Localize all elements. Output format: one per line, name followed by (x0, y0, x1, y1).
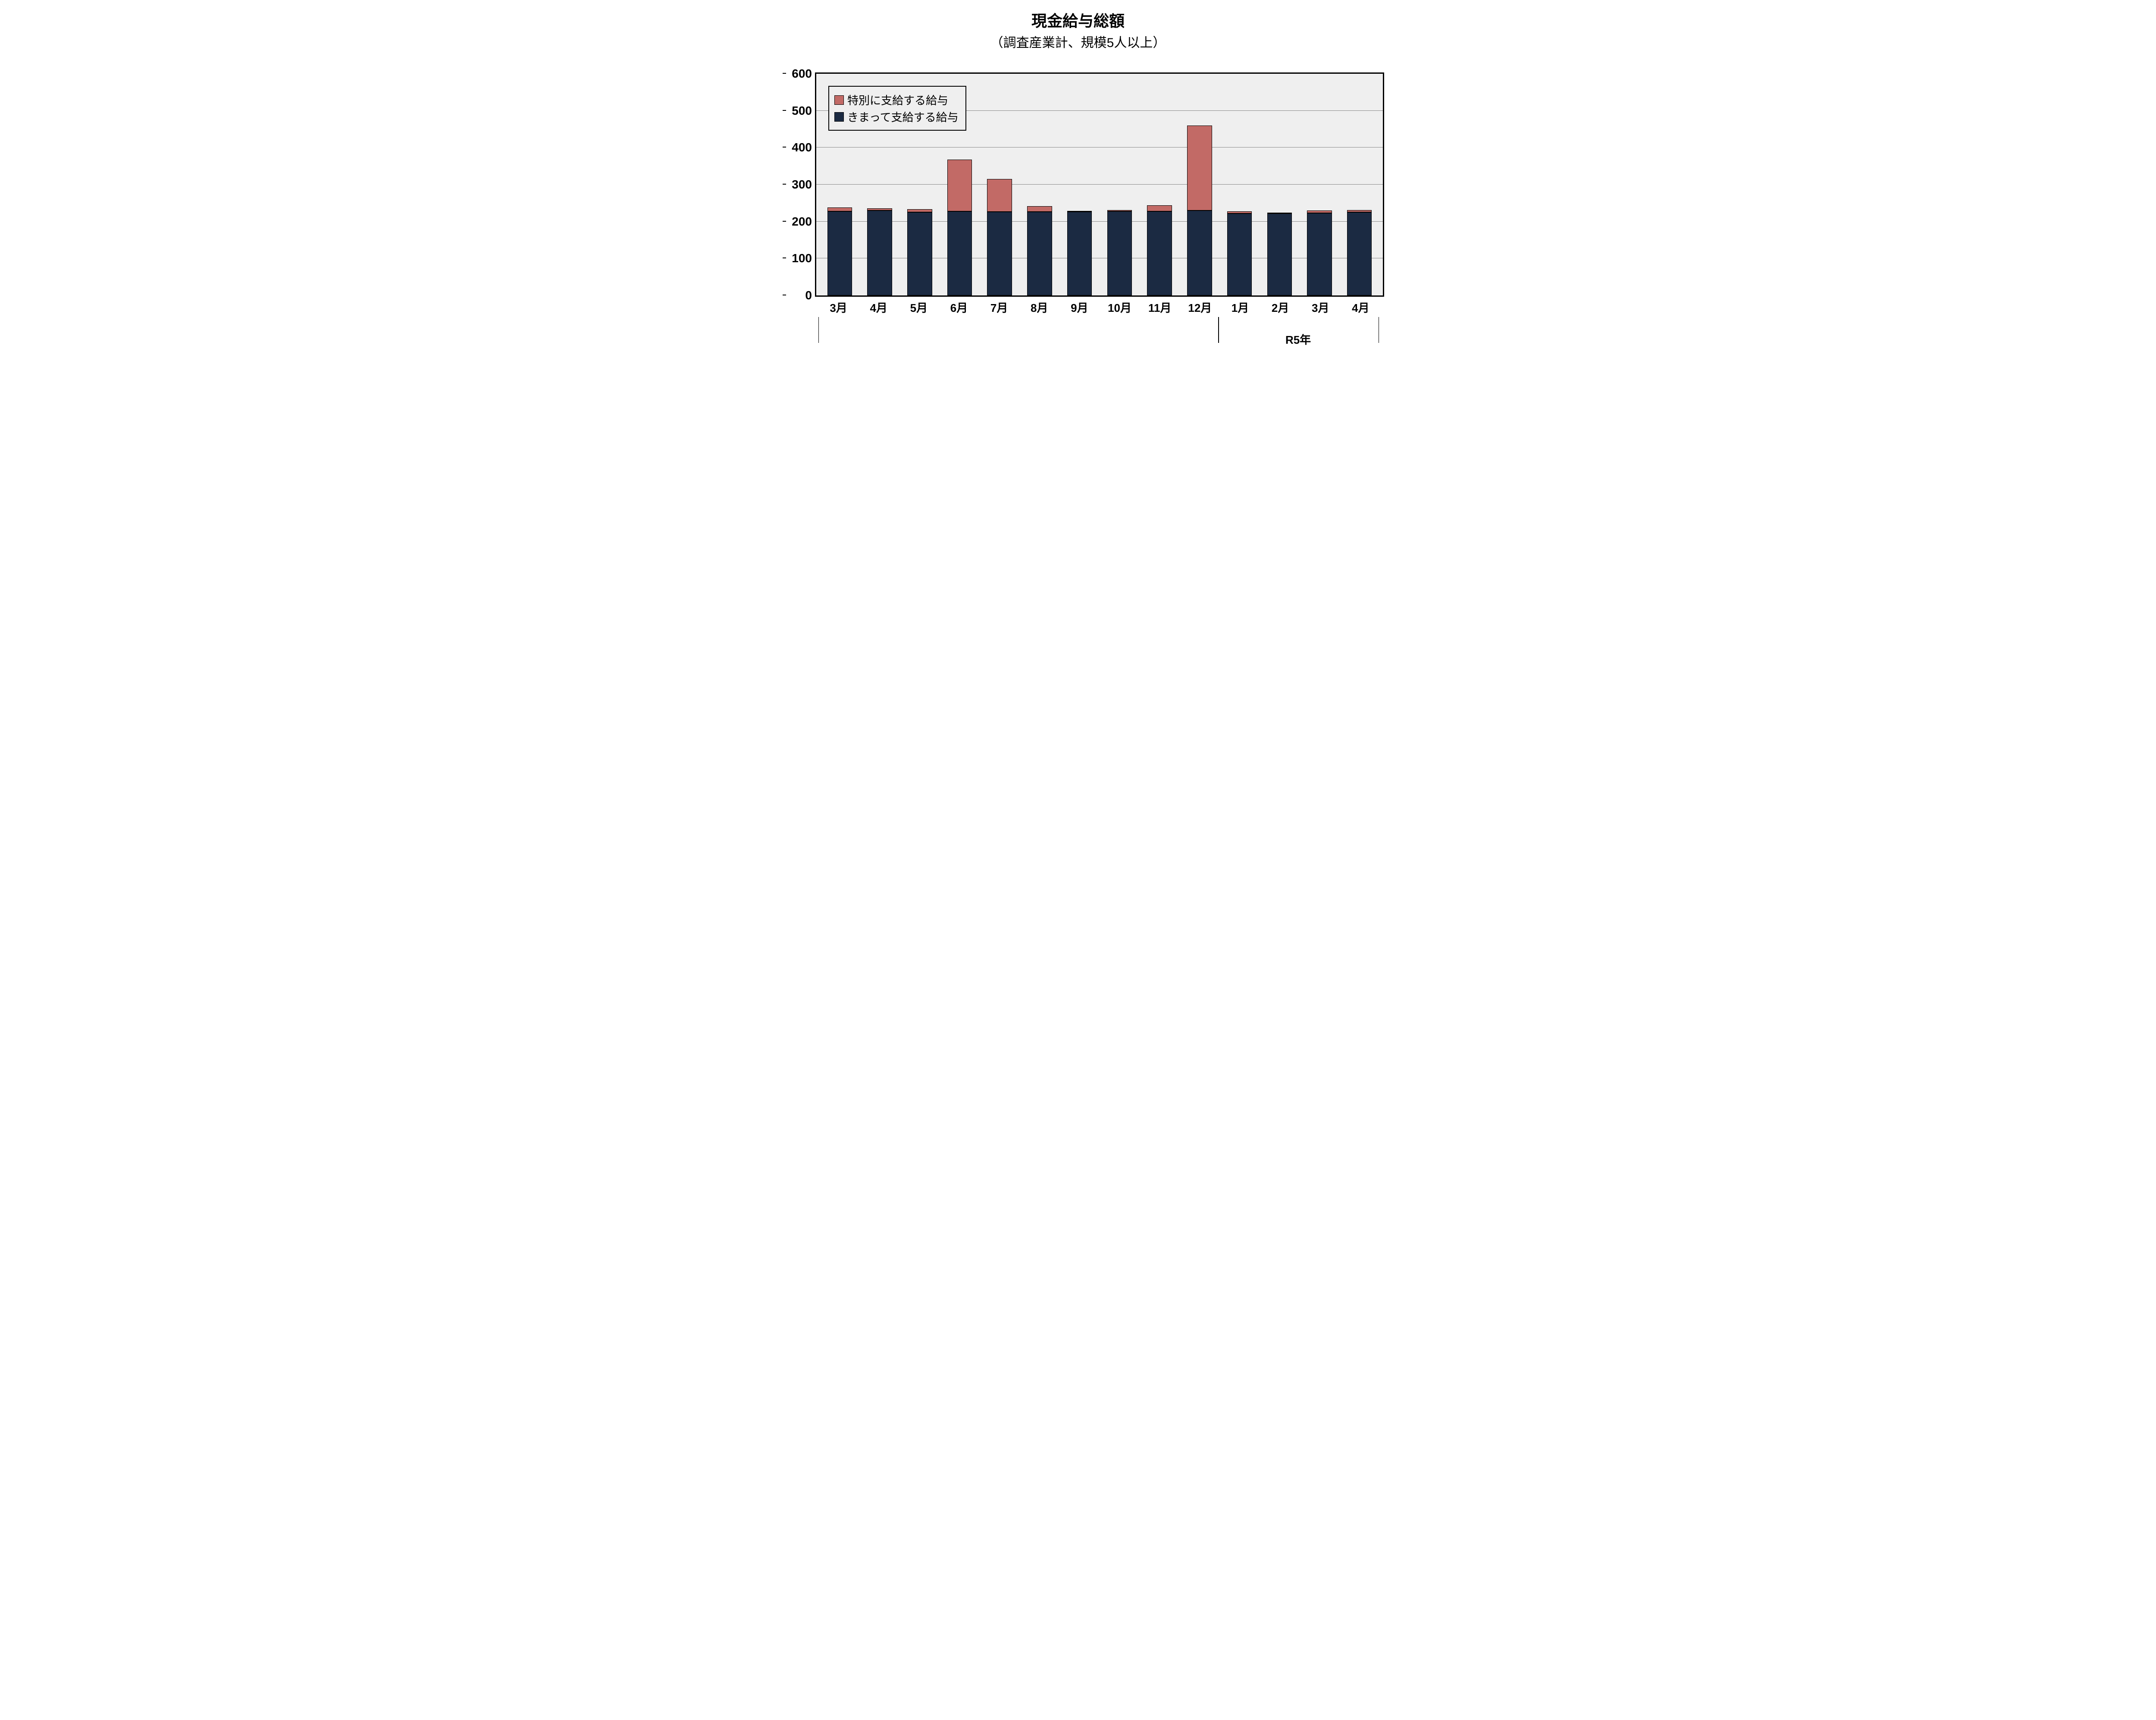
x-tick-label: 2月 (1260, 297, 1300, 315)
bar-segment-regular (907, 212, 932, 295)
x-tick-label: 1月 (1220, 297, 1260, 315)
bar-segment-special (1187, 126, 1212, 210)
bar (1227, 211, 1252, 295)
y-tick-mark (783, 221, 786, 222)
bar-segment-regular (1067, 212, 1092, 295)
bar-segment-regular (1267, 213, 1292, 295)
bar-segment-regular (1227, 213, 1252, 295)
bar-segment-regular (867, 210, 892, 295)
x-tick-label: 5月 (899, 297, 939, 315)
x-tick-label: 3月 (1300, 297, 1341, 315)
bar-slot (1300, 74, 1340, 295)
chart-subtitle: （調査産業計、規模5人以上） (772, 32, 1384, 51)
y-tick-label: 500 (786, 104, 812, 118)
bar-segment-regular (1027, 212, 1052, 295)
y-tick-mark (783, 110, 786, 111)
x-secondary-label: R5年 (1218, 331, 1378, 347)
x-ticks: 3月4月5月6月7月8月9月10月11月12月1月2月3月4月 (815, 297, 1384, 315)
bar (1067, 211, 1092, 295)
bar (867, 208, 892, 295)
x-secondary-axis: R5年 (815, 317, 1384, 347)
y-ticks: 0100200300400500600 (786, 74, 812, 295)
title-block: 現金給与総額 （調査産業計、規模5人以上） (772, 9, 1384, 51)
bar-segment-special (987, 179, 1012, 211)
x-tick-label: 11月 (1140, 297, 1180, 315)
y-tick-mark (783, 257, 786, 258)
x-tick-label: 12月 (1180, 297, 1220, 315)
chart-container: 現金給与総額 （調査産業計、規模5人以上） 千円 特別に支給する給与 きまって支… (772, 9, 1384, 347)
x-tick-label: 6月 (939, 297, 979, 315)
bar (1147, 205, 1172, 295)
bar (987, 179, 1012, 295)
x-tick-label: 4月 (859, 297, 899, 315)
bar (1307, 210, 1332, 295)
legend-swatch-special (834, 95, 844, 105)
bar-slot (1100, 74, 1140, 295)
bar-slot (1339, 74, 1379, 295)
x-tick-label: 10月 (1100, 297, 1140, 315)
y-tick-mark (783, 147, 786, 148)
x-secondary-bracket (818, 317, 1219, 343)
x-tick-label: 4月 (1341, 297, 1381, 315)
bar-segment-regular (1107, 211, 1132, 295)
bar-segment-regular (1307, 213, 1332, 295)
bar-segment-regular (827, 211, 852, 295)
bar-segment-regular (1147, 211, 1172, 295)
bar-segment-special (947, 160, 972, 211)
bar-slot (1219, 74, 1260, 295)
bar (1347, 210, 1372, 295)
bar-slot (1020, 74, 1060, 295)
x-tick-label: 8月 (1019, 297, 1059, 315)
bar-slot (1260, 74, 1300, 295)
x-tick-label: 7月 (979, 297, 1019, 315)
legend-item-regular: きまって支給する給与 (834, 109, 959, 125)
plot-wrapper: 千円 特別に支給する給与 きまって支給する給与 0100200300400500… (815, 72, 1384, 347)
bar-segment-special (1027, 206, 1052, 212)
bar-segment-regular (1187, 210, 1212, 295)
y-tick-label: 0 (786, 289, 812, 302)
bar (907, 209, 932, 295)
y-tick-label: 600 (786, 67, 812, 81)
bar (1027, 206, 1052, 295)
chart-title: 現金給与総額 (772, 9, 1384, 31)
y-tick-label: 300 (786, 178, 812, 191)
bar-slot (980, 74, 1020, 295)
legend-label-regular: きまって支給する給与 (847, 109, 959, 125)
legend-label-special: 特別に支給する給与 (847, 92, 948, 108)
y-tick-label: 200 (786, 215, 812, 229)
bar-segment-special (907, 209, 932, 212)
y-tick-mark (783, 184, 786, 185)
y-tick-mark (783, 73, 786, 74)
bar-segment-regular (947, 211, 972, 295)
bar (947, 160, 972, 295)
bar (1267, 213, 1292, 295)
legend-item-special: 特別に支給する給与 (834, 92, 959, 108)
bar (1107, 210, 1132, 295)
plot-area: 特別に支給する給与 きまって支給する給与 0100200300400500600 (815, 72, 1384, 297)
legend-swatch-regular (834, 112, 844, 122)
legend: 特別に支給する給与 きまって支給する給与 (828, 86, 966, 131)
y-tick-label: 400 (786, 141, 812, 154)
bar-segment-regular (987, 212, 1012, 295)
bar-segment-special (827, 207, 852, 211)
bar-slot (1140, 74, 1180, 295)
x-tick-label: 3月 (818, 297, 859, 315)
x-tick-label: 9月 (1059, 297, 1100, 315)
y-tick-label: 100 (786, 251, 812, 265)
bar-slot (1179, 74, 1219, 295)
bar (1187, 126, 1212, 295)
bar-segment-regular (1347, 212, 1372, 295)
bar (827, 207, 852, 295)
bar-segment-special (1147, 205, 1172, 211)
bar-slot (1059, 74, 1100, 295)
